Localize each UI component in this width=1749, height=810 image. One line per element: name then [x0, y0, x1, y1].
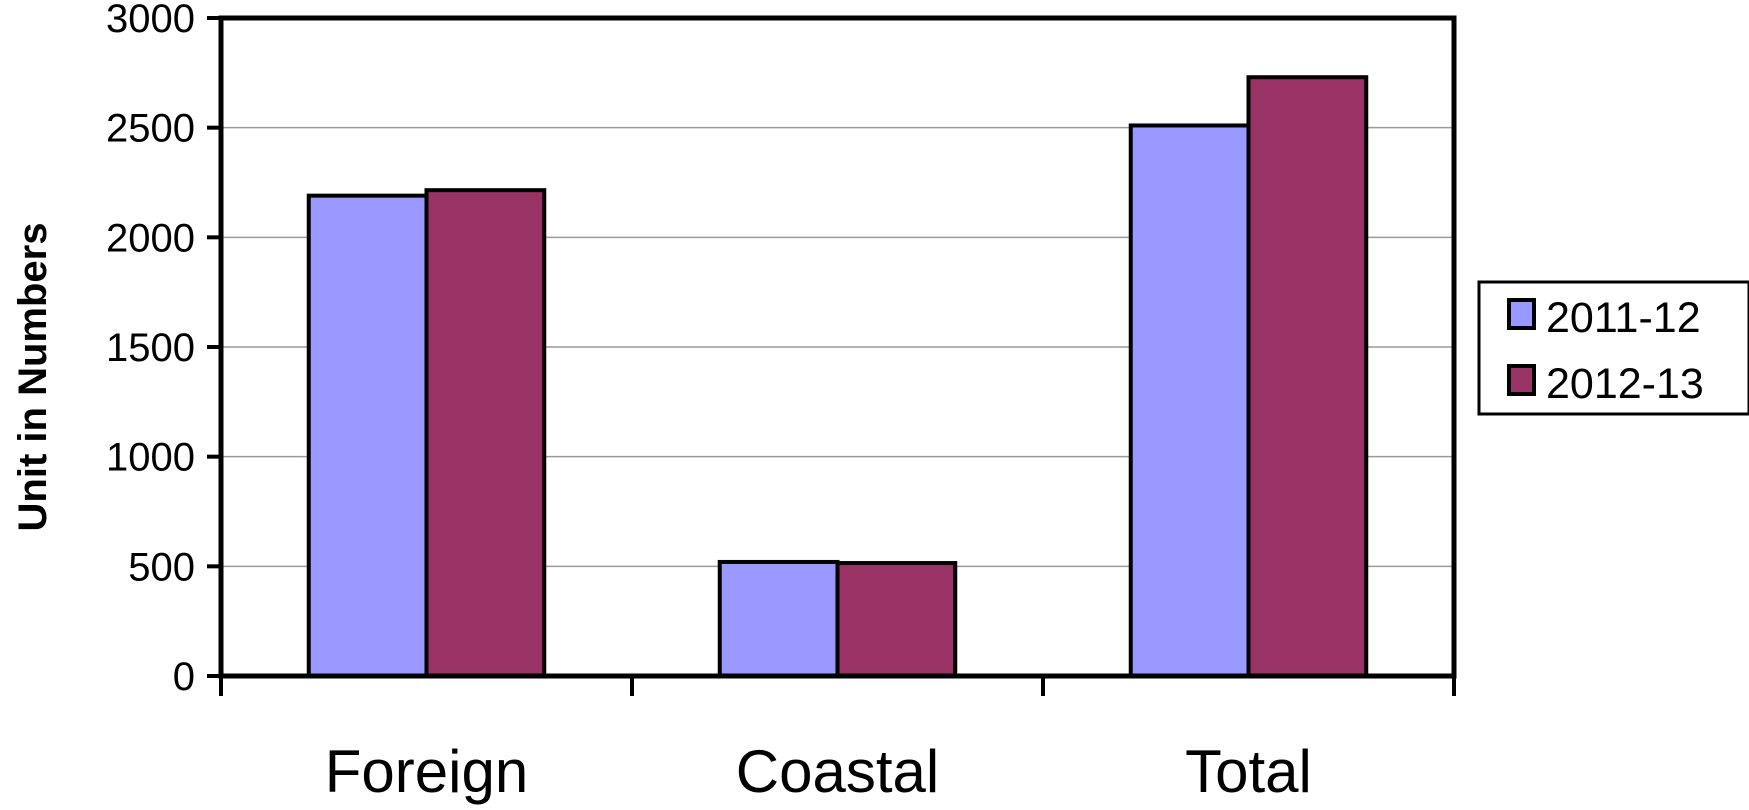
axis-ticks — [207, 16, 1456, 696]
bar-coastal-2011-12 — [717, 559, 840, 678]
y-tick-label-500: 500 — [128, 545, 195, 589]
y-tick-label-1500: 1500 — [106, 326, 195, 370]
legend-label-2012-13: 2012-13 — [1546, 360, 1704, 408]
bar-coastal-2012-13 — [835, 561, 958, 678]
legend-swatch-2012-13 — [1507, 364, 1536, 396]
legend-swatch-2011-12 — [1507, 298, 1536, 330]
bar-total-2012-13 — [1246, 75, 1369, 679]
y-tick-label-0: 0 — [173, 655, 195, 699]
y-axis-tick-labels: 0 500 1000 1500 2000 2500 3000 — [106, 0, 195, 699]
x-category-label-total: Total — [1185, 738, 1312, 805]
bar-foreign-2011-12 — [306, 193, 429, 678]
y-tick-label-3000: 3000 — [106, 0, 195, 41]
y-axis-label: Unit in Numbers — [11, 223, 55, 532]
x-category-label-foreign: Foreign — [325, 738, 528, 805]
bar-total-2011-12 — [1128, 123, 1251, 679]
y-tick-label-2500: 2500 — [106, 107, 195, 151]
legend-label-2011-12: 2011-12 — [1546, 294, 1701, 342]
bars — [306, 75, 1369, 679]
y-tick-label-1000: 1000 — [106, 436, 195, 480]
bar-foreign-2012-13 — [424, 188, 547, 678]
y-tick-label-2000: 2000 — [106, 216, 195, 260]
x-axis-category-labels: Foreign Coastal Total — [325, 738, 1312, 805]
legend: 2011-12 2012-13 — [1477, 280, 1749, 416]
x-category-label-coastal: Coastal — [736, 738, 939, 805]
